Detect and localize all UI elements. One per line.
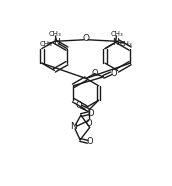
Text: CH₃: CH₃ [110, 31, 123, 37]
Text: CH₃: CH₃ [49, 31, 62, 37]
Text: N: N [53, 38, 60, 47]
Text: O: O [110, 69, 117, 78]
Text: CH₃: CH₃ [120, 41, 132, 46]
Text: O: O [86, 119, 92, 128]
Text: O: O [88, 109, 94, 118]
Text: CH₃: CH₃ [40, 41, 52, 46]
Text: N: N [112, 38, 119, 47]
Text: O: O [91, 69, 98, 78]
Text: N: N [70, 122, 77, 132]
Text: O: O [87, 137, 94, 146]
Text: O: O [75, 101, 82, 110]
Text: O: O [83, 34, 89, 43]
